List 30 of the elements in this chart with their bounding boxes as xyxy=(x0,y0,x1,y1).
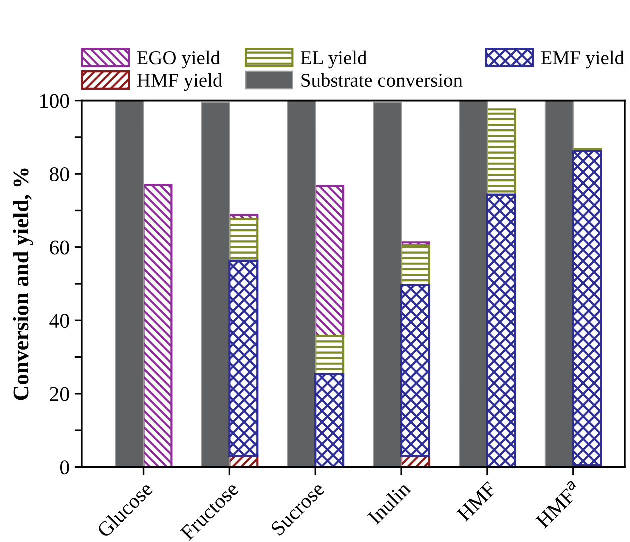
bar xyxy=(572,150,602,466)
x-tick-label: HMF$^{a}$ xyxy=(534,480,582,530)
bar xyxy=(201,102,230,468)
y-tick-label: 40 xyxy=(50,314,70,328)
legend-label: HMF yield xyxy=(137,73,222,92)
legend-label: EL yield xyxy=(301,50,367,69)
bar xyxy=(228,260,259,458)
bar xyxy=(314,334,345,376)
bar xyxy=(314,373,345,468)
legend-label: EMF yield xyxy=(541,50,624,69)
y-tick-label: 80 xyxy=(50,167,70,182)
y-axis-title: Conversion and yield, % xyxy=(13,168,34,400)
y-tick-label: 20 xyxy=(50,387,70,402)
bar xyxy=(115,100,144,468)
bar xyxy=(400,284,431,458)
legend-label: Substrate conversion xyxy=(302,73,463,88)
bar xyxy=(228,218,259,262)
y-tick-label: 100 xyxy=(40,94,70,108)
bar xyxy=(142,184,173,468)
bar xyxy=(544,100,574,468)
y-tick-label: 0 xyxy=(60,460,70,475)
bar xyxy=(400,244,431,287)
bar xyxy=(458,100,488,468)
bar xyxy=(486,194,516,468)
bar xyxy=(373,102,402,468)
bar xyxy=(287,100,316,468)
bar xyxy=(486,108,516,196)
bar xyxy=(314,185,345,338)
y-tick-label: 60 xyxy=(50,240,70,255)
legend-label: EGO yield xyxy=(137,50,220,69)
